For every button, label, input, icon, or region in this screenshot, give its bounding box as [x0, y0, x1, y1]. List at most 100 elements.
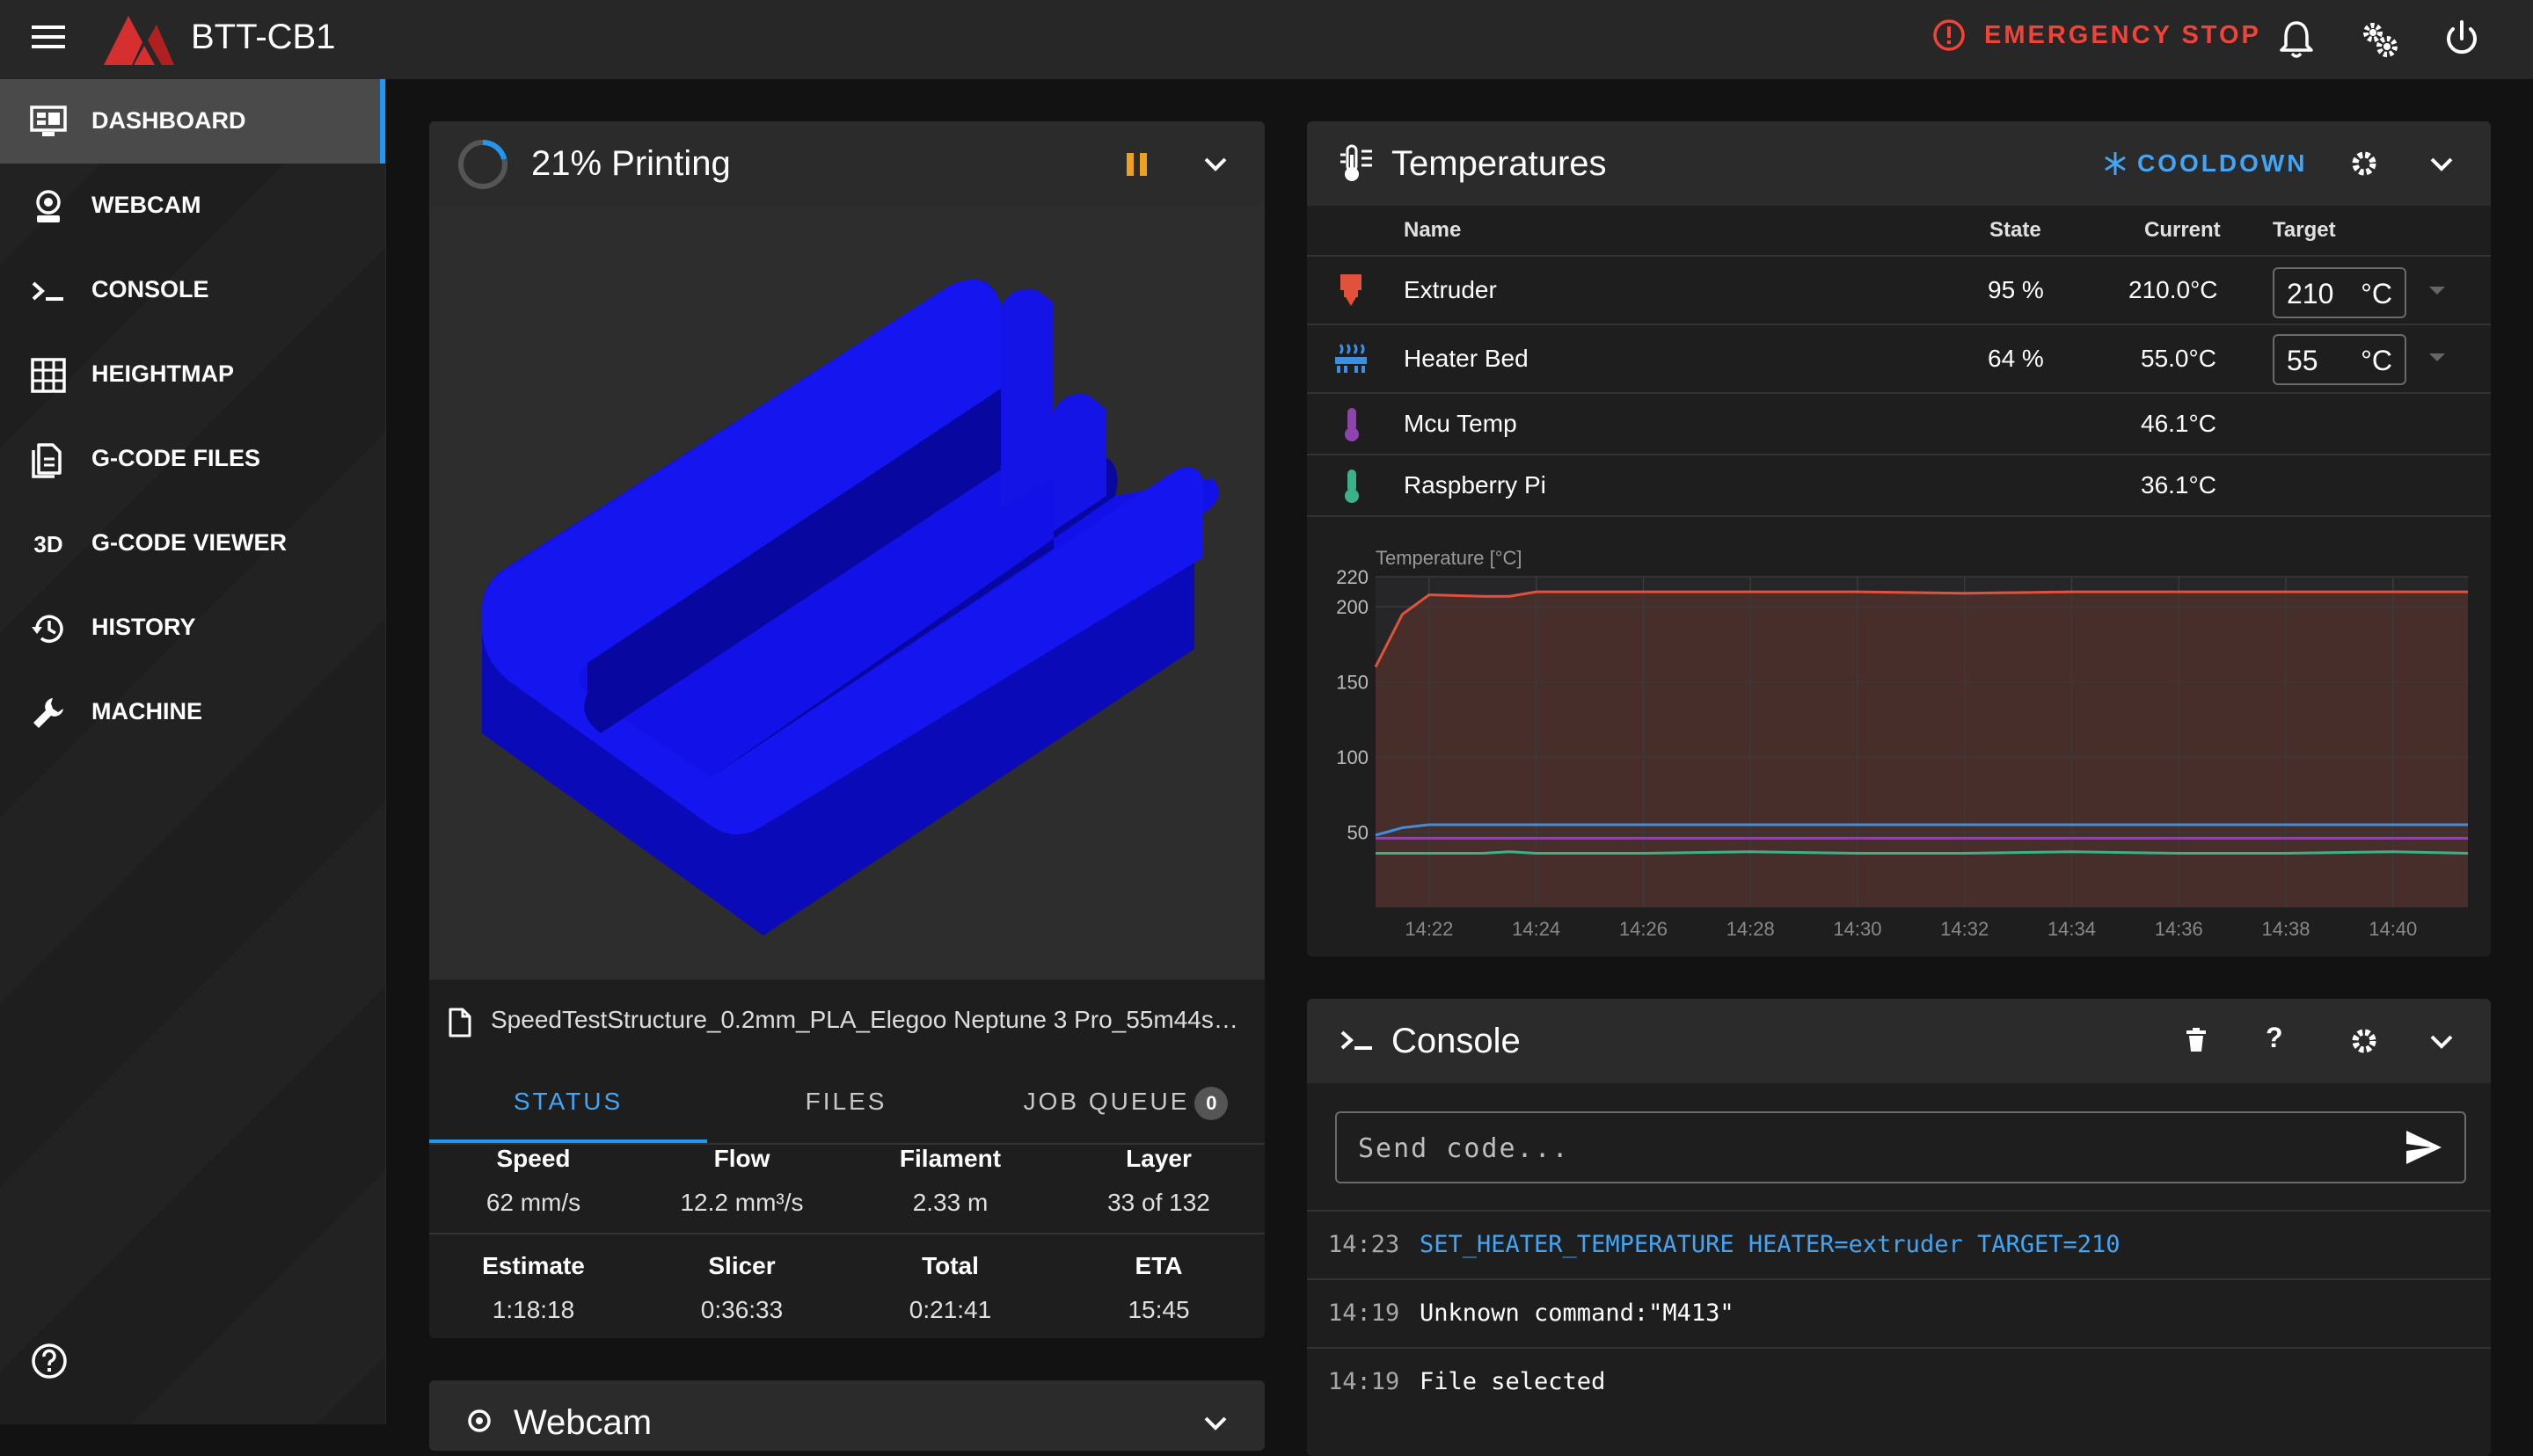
- header-name: Name: [1404, 218, 1462, 242]
- chart-x-tick-label: 14:38: [2261, 918, 2310, 939]
- console-time: 14:19: [1328, 1368, 1400, 1395]
- console-line: 14:19 Unknown command:"M413": [1307, 1278, 2491, 1347]
- chevron-down-icon[interactable]: [2429, 153, 2454, 174]
- target-unit: °C: [2361, 345, 2392, 376]
- chevron-down-icon[interactable]: [1203, 153, 1228, 174]
- chart-x-tick-label: 14:36: [2155, 918, 2203, 939]
- emergency-stop-button[interactable]: EMERGENCY STOP: [1931, 18, 2261, 53]
- tab-status[interactable]: STATUS: [429, 1062, 707, 1143]
- stat-label: Estimate: [482, 1252, 585, 1279]
- caret-down-icon[interactable]: [2429, 353, 2445, 361]
- chart-series-area: [1376, 592, 2468, 907]
- stat-flow: Flow 12.2 mm³/s: [638, 1145, 846, 1217]
- grid-icon: [31, 358, 66, 393]
- temp-state: 95 %: [1988, 276, 2044, 303]
- sidebar-item-label: HISTORY: [91, 614, 196, 640]
- send-icon[interactable]: [2403, 1127, 2445, 1168]
- temp-row-mcu: Mcu Temp 46.1°C: [1307, 394, 2491, 455]
- console-card: Console ? 14:23 SET_HEATER_TEMPERATURE H…: [1307, 999, 2491, 1456]
- cooldown-button[interactable]: COOLDOWN: [2102, 149, 2308, 178]
- menu-icon[interactable]: [28, 19, 69, 60]
- gcode-thumbnail: [429, 206, 1265, 979]
- console-icon: [1340, 1030, 1372, 1050]
- gear-icon[interactable]: [2350, 1027, 2378, 1055]
- console-input[interactable]: [1356, 1125, 2371, 1171]
- sidebar-item-gcode-viewer[interactable]: 3D G-CODE VIEWER: [0, 501, 385, 586]
- alert-circle-icon: [1933, 19, 1965, 51]
- tab-label: STATUS: [513, 1088, 624, 1115]
- temp-row-extruder: Extruder 95 % 210.0°C 210 °C: [1307, 257, 2491, 325]
- stat-layer: Layer 33 of 132: [1055, 1145, 1263, 1217]
- chart-series-line-0: [1374, 590, 2468, 668]
- trash-icon[interactable]: [2185, 1027, 2208, 1053]
- sidebar-item-label: DASHBOARD: [91, 107, 246, 134]
- cogs-icon[interactable]: [2357, 18, 2401, 62]
- console-message: Unknown command:"M413": [1420, 1299, 1734, 1327]
- extruder-target-input[interactable]: 210 °C: [2273, 267, 2406, 318]
- app-title: BTT-CB1: [191, 18, 336, 56]
- sidebar-item-machine[interactable]: MACHINE: [0, 670, 385, 754]
- sidebar-item-label: G-CODE FILES: [91, 445, 261, 471]
- bell-icon[interactable]: [2274, 18, 2318, 62]
- stat-value: 1:18:18: [492, 1296, 575, 1323]
- stat-filament: Filament 2.33 m: [846, 1145, 1055, 1217]
- temp-row-raspberry-pi: Raspberry Pi 36.1°C: [1307, 455, 2491, 517]
- sidebar-item-history[interactable]: HISTORY: [0, 586, 385, 670]
- target-value: 210: [2287, 278, 2334, 309]
- snowflake-icon: [2105, 152, 2126, 175]
- chart-x-tick-label: 14:30: [1833, 918, 1881, 939]
- target-unit: °C: [2361, 278, 2392, 309]
- sidebar-item-console[interactable]: CONSOLE: [0, 248, 385, 332]
- stat-value: 0:21:41: [909, 1296, 992, 1323]
- top-app-bar: BTT-CB1 EMERGENCY STOP: [0, 0, 2533, 79]
- temp-row-heater-bed: Heater Bed 64 % 55.0°C 55 °C: [1307, 325, 2491, 394]
- gear-icon[interactable]: [2350, 149, 2378, 178]
- stat-value: 2.33 m: [912, 1189, 989, 1216]
- sidebar-item-heightmap[interactable]: HEIGHTMAP: [0, 332, 385, 417]
- chart-x-tick-label: 14:24: [1512, 918, 1560, 939]
- job-queue-badge: 0: [1194, 1086, 1229, 1120]
- temp-current: 46.1°C: [2141, 410, 2216, 437]
- sidebar-item-label: CONSOLE: [91, 276, 209, 302]
- webcam-card-title: Webcam: [514, 1403, 653, 1442]
- temp-current: 210.0°C: [2128, 276, 2218, 303]
- temp-state: 64 %: [1988, 345, 2044, 372]
- chart-y-axis-label: Temperature [°C]: [1376, 547, 1522, 569]
- file-document-icon: [32, 443, 62, 478]
- tab-files[interactable]: FILES: [707, 1062, 985, 1141]
- sidebar-item-label: WEBCAM: [91, 192, 201, 218]
- temp-name: Extruder: [1404, 276, 1497, 303]
- pause-icon[interactable]: [1124, 151, 1150, 178]
- chart-y-tick-label: 220: [1336, 566, 1369, 588]
- help-icon[interactable]: ?: [2266, 1022, 2283, 1053]
- stat-value: 0:36:33: [700, 1296, 784, 1323]
- caret-down-icon[interactable]: [2429, 287, 2445, 295]
- file-icon: [449, 1008, 471, 1037]
- console-line: 14:23 SET_HEATER_TEMPERATURE HEATER=extr…: [1307, 1210, 2491, 1278]
- chevron-down-icon[interactable]: [2429, 1030, 2454, 1052]
- stat-estimate: Estimate 1:18:18: [429, 1252, 638, 1324]
- power-icon[interactable]: [2440, 18, 2484, 62]
- sidebar-item-gcode-files[interactable]: G-CODE FILES: [0, 417, 385, 501]
- console-card-title: Console: [1391, 1022, 1521, 1060]
- help-circle-icon[interactable]: [30, 1342, 69, 1380]
- sidebar-item-dashboard[interactable]: DASHBOARD: [0, 79, 385, 164]
- thermometer-lines-icon: [1340, 144, 1372, 181]
- temp-current: 55.0°C: [2141, 345, 2216, 372]
- stat-value: 12.2 mm³/s: [680, 1189, 804, 1216]
- temp-current: 36.1°C: [2141, 471, 2216, 499]
- stat-label: ETA: [1135, 1252, 1183, 1279]
- stat-eta: ETA 15:45: [1055, 1252, 1263, 1324]
- temperature-chart: Temperature [°C] 50 100 150 200 220 14:22 14:2…: [1336, 547, 2469, 939]
- stat-total: Total 0:21:41: [846, 1252, 1055, 1324]
- model-preview: [482, 279, 1219, 935]
- stat-value: 15:45: [1128, 1296, 1190, 1323]
- sidebar-item-webcam[interactable]: WEBCAM: [0, 164, 385, 248]
- chevron-down-icon[interactable]: [1203, 1412, 1228, 1433]
- console-message[interactable]: SET_HEATER_TEMPERATURE HEATER=extruder T…: [1420, 1231, 2121, 1258]
- tab-job-queue[interactable]: JOB QUEUE 0: [987, 1062, 1265, 1141]
- heater-bed-target-input[interactable]: 55 °C: [2273, 334, 2406, 385]
- emergency-stop-label: EMERGENCY STOP: [1984, 20, 2261, 49]
- tab-label: JOB QUEUE: [1023, 1088, 1190, 1115]
- divider: [429, 1233, 1265, 1234]
